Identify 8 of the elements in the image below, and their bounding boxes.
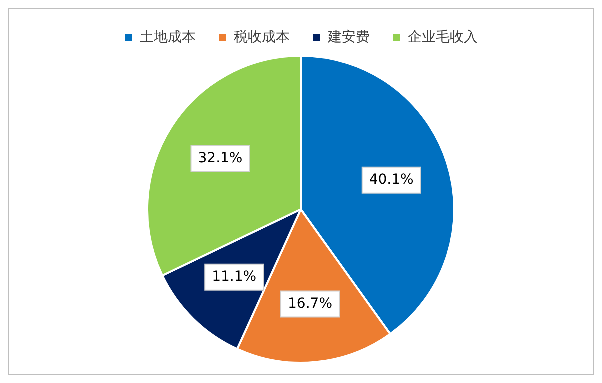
legend-label: 企业毛收入: [408, 30, 478, 46]
legend-label: 税收成本: [234, 30, 290, 46]
data-label: 11.1%: [212, 269, 257, 286]
data-label: 16.7%: [288, 296, 332, 312]
legend-label: 建安费: [327, 30, 370, 46]
data-label: 40.1%: [369, 172, 414, 188]
legend-label: 土地成本: [140, 30, 196, 46]
data-label: 32.1%: [198, 150, 243, 166]
